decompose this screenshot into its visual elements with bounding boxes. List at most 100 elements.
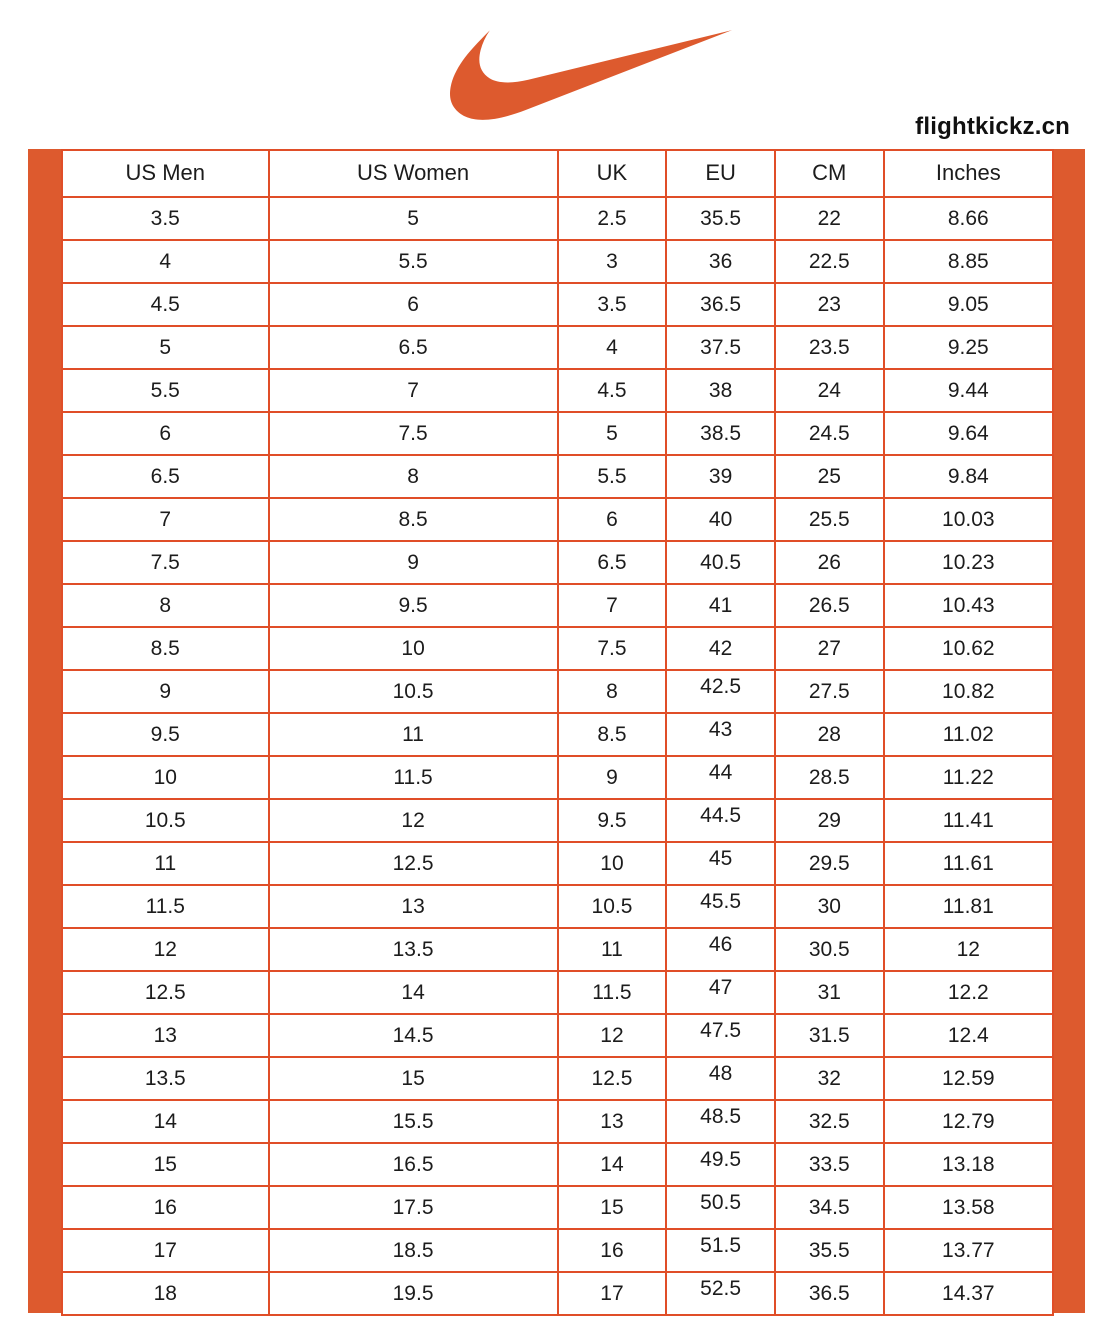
size-cell: 3 bbox=[556, 239, 668, 284]
size-cell: 16.5 bbox=[267, 1142, 559, 1187]
size-cell: 48.5 bbox=[665, 1099, 776, 1144]
column-header-inches: Inches bbox=[882, 149, 1055, 198]
table-row: 5 6.5 4 37.5 23.5 9.25 bbox=[61, 325, 1055, 370]
size-cell: 18 bbox=[61, 1271, 270, 1316]
size-cell: 5.5 bbox=[61, 368, 270, 413]
table-row: 18 19.5 17 52.5 36.5 14.37 bbox=[61, 1271, 1055, 1316]
table-row: 12 13.5 11 46 30.5 12 bbox=[61, 927, 1055, 972]
size-cell: 35.5 bbox=[773, 1228, 885, 1273]
size-cell: 7.5 bbox=[556, 626, 668, 671]
table-row: 13 14.5 12 47.5 31.5 12.4 bbox=[61, 1013, 1055, 1058]
size-cell: 9.25 bbox=[882, 325, 1055, 370]
size-cell: 5 bbox=[267, 196, 559, 241]
size-cell: 8 bbox=[556, 669, 668, 714]
size-cell: 38.5 bbox=[665, 411, 776, 456]
size-cell: 45 bbox=[665, 841, 776, 886]
size-cell: 6.5 bbox=[556, 540, 668, 585]
size-cell: 6 bbox=[556, 497, 668, 542]
table-row: 8.5 10 7.5 42 27 10.62 bbox=[61, 626, 1055, 671]
size-cell: 14.5 bbox=[267, 1013, 559, 1058]
size-cell: 26.5 bbox=[773, 583, 885, 628]
size-cell: 11.22 bbox=[882, 755, 1055, 800]
size-cell: 16 bbox=[61, 1185, 270, 1230]
size-cell: 9.05 bbox=[882, 282, 1055, 327]
size-cell: 34.5 bbox=[773, 1185, 885, 1230]
size-cell: 12 bbox=[61, 927, 270, 972]
size-cell: 11.61 bbox=[882, 841, 1055, 886]
size-cell: 28 bbox=[773, 712, 885, 757]
size-cell: 5.5 bbox=[267, 239, 559, 284]
table-row: 8 9.5 7 41 26.5 10.43 bbox=[61, 583, 1055, 628]
table-row: 5.5 7 4.5 38 24 9.44 bbox=[61, 368, 1055, 413]
size-cell: 7 bbox=[61, 497, 270, 542]
size-cell: 6 bbox=[61, 411, 270, 456]
size-cell: 12.5 bbox=[61, 970, 270, 1015]
table-row: 7 8.5 6 40 25.5 10.03 bbox=[61, 497, 1055, 542]
size-cell: 25 bbox=[773, 454, 885, 499]
size-cell: 13.77 bbox=[882, 1228, 1055, 1273]
size-cell: 28.5 bbox=[773, 755, 885, 800]
size-cell: 47 bbox=[665, 970, 776, 1015]
size-cell: 26 bbox=[773, 540, 885, 585]
table-row: 4.5 6 3.5 36.5 23 9.05 bbox=[61, 282, 1055, 327]
size-cell: 37.5 bbox=[665, 325, 776, 370]
size-cell: 11 bbox=[267, 712, 559, 757]
size-cell: 13.18 bbox=[882, 1142, 1055, 1187]
column-header-eu: EU bbox=[665, 149, 776, 198]
size-cell: 11 bbox=[61, 841, 270, 886]
size-cell: 13 bbox=[61, 1013, 270, 1058]
size-cell: 31 bbox=[773, 970, 885, 1015]
size-cell: 40.5 bbox=[665, 540, 776, 585]
size-cell: 27 bbox=[773, 626, 885, 671]
size-cell: 4.5 bbox=[61, 282, 270, 327]
size-cell: 11.02 bbox=[882, 712, 1055, 757]
size-cell: 23 bbox=[773, 282, 885, 327]
table-row: 9 10.5 8 42.5 27.5 10.82 bbox=[61, 669, 1055, 714]
size-cell: 8 bbox=[267, 454, 559, 499]
size-cell: 47.5 bbox=[665, 1013, 776, 1058]
size-cell: 36.5 bbox=[773, 1271, 885, 1316]
size-cell: 12 bbox=[267, 798, 559, 843]
size-cell: 3.5 bbox=[556, 282, 668, 327]
size-cell: 7 bbox=[556, 583, 668, 628]
size-cell: 24.5 bbox=[773, 411, 885, 456]
size-cell: 12.59 bbox=[882, 1056, 1055, 1101]
size-cell: 7.5 bbox=[61, 540, 270, 585]
size-cell: 39 bbox=[665, 454, 776, 499]
header-row: US Men US Women UK EU CM Inches bbox=[61, 149, 1055, 198]
size-cell: 12.4 bbox=[882, 1013, 1055, 1058]
table-row: 11 12.5 10 45 29.5 11.61 bbox=[61, 841, 1055, 886]
size-cell: 29.5 bbox=[773, 841, 885, 886]
size-cell: 8.5 bbox=[556, 712, 668, 757]
size-cell: 12 bbox=[882, 927, 1055, 972]
size-cell: 13 bbox=[556, 1099, 668, 1144]
size-cell: 11.5 bbox=[556, 970, 668, 1015]
size-cell: 31.5 bbox=[773, 1013, 885, 1058]
size-cell: 35.5 bbox=[665, 196, 776, 241]
size-cell: 6.5 bbox=[61, 454, 270, 499]
size-cell: 11.5 bbox=[61, 884, 270, 929]
table-row: 15 16.5 14 49.5 33.5 13.18 bbox=[61, 1142, 1055, 1187]
size-chart: US Men US Women UK EU CM Inches 3.5 5 2.5 35.5 22… bbox=[28, 149, 1085, 1316]
left-accent-bar bbox=[28, 149, 61, 1313]
size-cell: 9.5 bbox=[556, 798, 668, 843]
size-cell: 12.5 bbox=[556, 1056, 668, 1101]
size-cell: 19.5 bbox=[267, 1271, 559, 1316]
size-cell: 15 bbox=[556, 1185, 668, 1230]
size-cell: 4.5 bbox=[556, 368, 668, 413]
table-row: 10 11.5 9 44 28.5 11.22 bbox=[61, 755, 1055, 800]
size-cell: 10 bbox=[556, 841, 668, 886]
size-cell: 25.5 bbox=[773, 497, 885, 542]
table-row: 10.5 12 9.5 44.5 29 11.41 bbox=[61, 798, 1055, 843]
size-cell: 12.2 bbox=[882, 970, 1055, 1015]
column-header-us-men: US Men bbox=[61, 149, 270, 198]
table-row: 4 5.5 3 36 22.5 8.85 bbox=[61, 239, 1055, 284]
size-cell: 42.5 bbox=[665, 669, 776, 714]
size-cell: 5.5 bbox=[556, 454, 668, 499]
size-cell: 44.5 bbox=[665, 798, 776, 843]
size-cell: 38 bbox=[665, 368, 776, 413]
size-cell: 3.5 bbox=[61, 196, 270, 241]
size-cell: 29 bbox=[773, 798, 885, 843]
size-cell: 14 bbox=[556, 1142, 668, 1187]
size-cell: 2.5 bbox=[556, 196, 668, 241]
